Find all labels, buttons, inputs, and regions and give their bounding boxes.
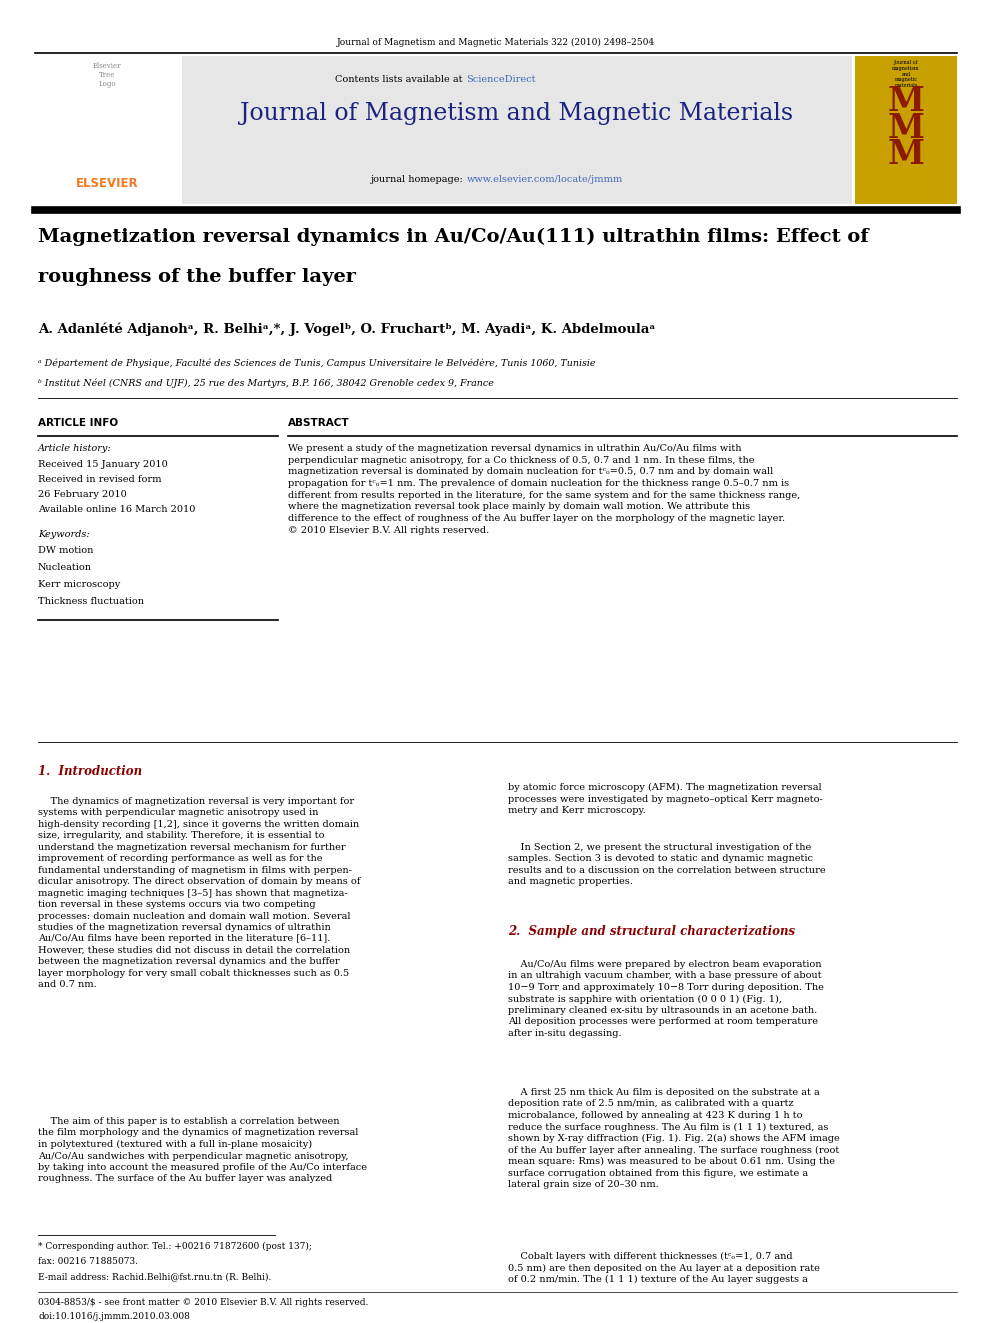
Text: Article history:: Article history: — [38, 445, 112, 452]
Text: M: M — [888, 85, 925, 118]
Text: Received in revised form: Received in revised form — [38, 475, 162, 484]
Text: 1.  Introduction: 1. Introduction — [38, 765, 142, 778]
Text: by atomic force microscopy (AFM). The magnetization reversal
processes were inve: by atomic force microscopy (AFM). The ma… — [508, 783, 822, 815]
Text: Contents lists available at: Contents lists available at — [335, 75, 466, 83]
Bar — [182, 56, 852, 204]
Text: Journal of
magnetism
and
magnetic
materials: Journal of magnetism and magnetic materi… — [892, 60, 920, 89]
Text: The dynamics of magnetization reversal is very important for
systems with perpen: The dynamics of magnetization reversal i… — [38, 796, 360, 990]
Text: Magnetization reversal dynamics in Au/Co/Au(111) ultrathin films: Effect of: Magnetization reversal dynamics in Au/Co… — [38, 228, 869, 246]
Text: * Corresponding author. Tel.: +00216 71872600 (post 137);: * Corresponding author. Tel.: +00216 718… — [38, 1242, 311, 1252]
Text: A first 25 nm thick Au film is deposited on the substrate at a
deposition rate o: A first 25 nm thick Au film is deposited… — [508, 1088, 840, 1189]
Text: Au/Co/Au films were prepared by electron beam evaporation
in an ultrahigh vacuum: Au/Co/Au films were prepared by electron… — [508, 960, 824, 1037]
Text: E-mail address: Rachid.Belhi@fst.rnu.tn (R. Belhi).: E-mail address: Rachid.Belhi@fst.rnu.tn … — [38, 1271, 272, 1281]
Text: Kerr microscopy: Kerr microscopy — [38, 579, 120, 589]
Text: ARTICLE INFO: ARTICLE INFO — [38, 418, 118, 429]
Text: ScienceDirect: ScienceDirect — [466, 75, 536, 83]
Text: ABSTRACT: ABSTRACT — [288, 418, 349, 429]
Text: Keywords:: Keywords: — [38, 531, 89, 538]
Text: Cobalt layers with different thicknesses (tᶜₒ=1, 0.7 and
0.5 nm) are then deposi: Cobalt layers with different thicknesses… — [508, 1252, 819, 1285]
Text: ᵃ Département de Physique, Faculté des Sciences de Tunis, Campus Universitaire l: ᵃ Département de Physique, Faculté des S… — [38, 359, 595, 368]
Text: ELSEVIER: ELSEVIER — [75, 177, 138, 191]
Text: M: M — [888, 112, 925, 146]
Text: M: M — [888, 138, 925, 171]
Text: roughness of the buffer layer: roughness of the buffer layer — [38, 269, 356, 286]
Text: Journal of Magnetism and Magnetic Materials: Journal of Magnetism and Magnetic Materi… — [240, 102, 794, 124]
Text: ᵇ Institut Néel (CNRS and UJF), 25 rue des Martyrs, B.P. 166, 38042 Grenoble ced: ᵇ Institut Néel (CNRS and UJF), 25 rue d… — [38, 378, 494, 388]
Text: 26 February 2010: 26 February 2010 — [38, 490, 127, 499]
Text: 2.  Sample and structural characterizations: 2. Sample and structural characterizatio… — [508, 925, 796, 938]
Bar — [35, 56, 180, 204]
Text: doi:10.1016/j.jmmm.2010.03.008: doi:10.1016/j.jmmm.2010.03.008 — [38, 1312, 189, 1320]
Text: DW motion: DW motion — [38, 546, 93, 556]
Text: Elsevier
Tree
Logo: Elsevier Tree Logo — [92, 62, 121, 89]
Text: Available online 16 March 2010: Available online 16 March 2010 — [38, 505, 195, 515]
Bar — [855, 56, 957, 204]
Text: journal homepage:: journal homepage: — [371, 175, 467, 184]
Text: 0304-8853/$ - see front matter © 2010 Elsevier B.V. All rights reserved.: 0304-8853/$ - see front matter © 2010 El… — [38, 1298, 368, 1307]
Text: In Section 2, we present the structural investigation of the
samples. Section 3 : In Section 2, we present the structural … — [508, 843, 825, 886]
Text: fax: 00216 71885073.: fax: 00216 71885073. — [38, 1257, 138, 1266]
Text: The aim of this paper is to establish a correlation between
the film morphology : The aim of this paper is to establish a … — [38, 1117, 367, 1183]
Text: Nucleation: Nucleation — [38, 564, 92, 572]
Text: Thickness fluctuation: Thickness fluctuation — [38, 597, 144, 606]
Text: www.elsevier.com/locate/jmmm: www.elsevier.com/locate/jmmm — [467, 175, 623, 184]
Text: Received 15 January 2010: Received 15 January 2010 — [38, 460, 168, 468]
Text: Journal of Magnetism and Magnetic Materials 322 (2010) 2498–2504: Journal of Magnetism and Magnetic Materi… — [337, 38, 655, 48]
Text: A. Adanlété Adjanohᵃ, R. Belhiᵃ,*, J. Vogelᵇ, O. Fruchartᵇ, M. Ayadiᵃ, K. Abdelm: A. Adanlété Adjanohᵃ, R. Belhiᵃ,*, J. Vo… — [38, 321, 656, 336]
Text: We present a study of the magnetization reversal dynamics in ultrathin Au/Co/Au : We present a study of the magnetization … — [288, 445, 801, 534]
